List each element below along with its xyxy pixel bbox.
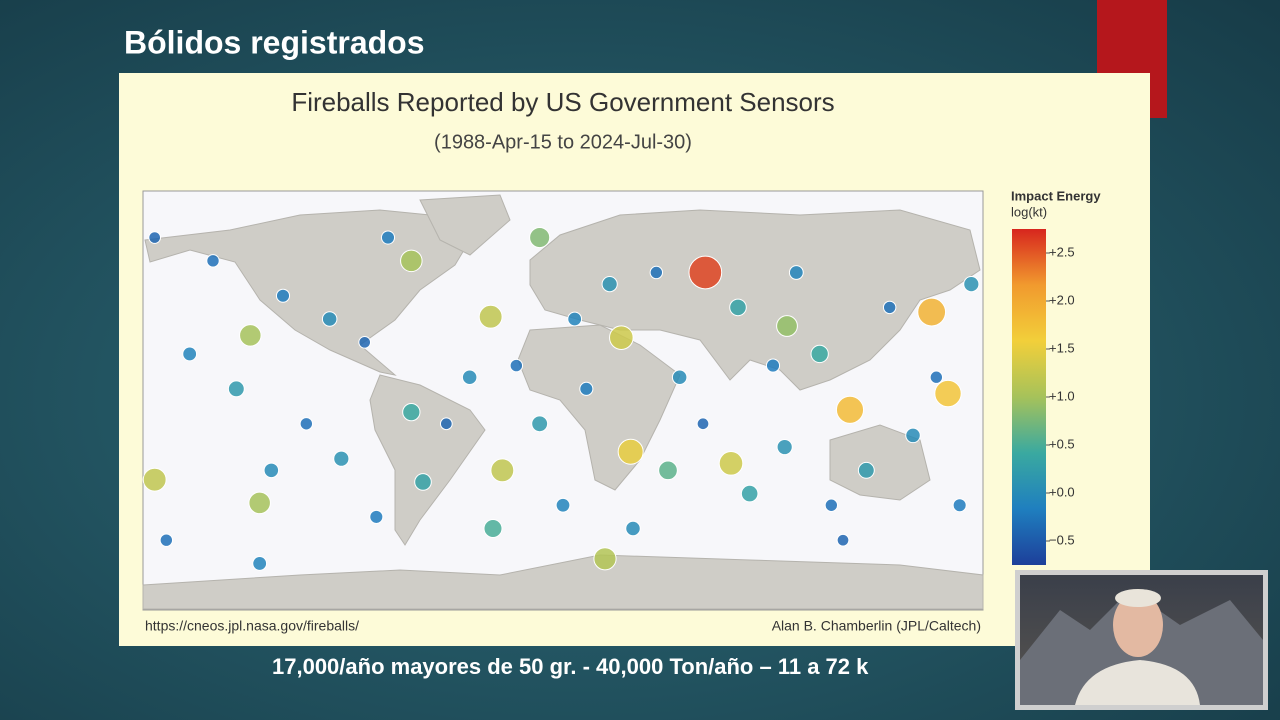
fireball <box>529 227 551 249</box>
land <box>142 194 984 610</box>
credit: Alan B. Chamberlin (JPL/Caltech) <box>772 618 981 634</box>
fireball <box>380 230 396 245</box>
fireball <box>952 498 967 513</box>
fireball <box>148 231 162 244</box>
slide-title: Bólidos registrados <box>124 24 425 60</box>
chart-title: Fireballs Reported by US Government Sens… <box>291 87 834 117</box>
colorbar-tick-label: +1.0 <box>1049 388 1075 403</box>
fireball <box>567 311 583 327</box>
fireball <box>729 298 747 317</box>
fireball <box>917 297 947 327</box>
fireball <box>206 254 220 268</box>
fireball <box>740 484 759 503</box>
fireball <box>358 335 372 349</box>
fireball <box>248 491 271 515</box>
colorbar-tick-label: −0.5 <box>1049 532 1075 547</box>
fireball <box>227 380 245 398</box>
fireball <box>658 460 678 481</box>
colorbar-subtitle: log(kt) <box>1011 204 1047 219</box>
fireball <box>275 288 291 303</box>
fireball <box>671 369 688 385</box>
fireball <box>593 547 617 571</box>
colorbar-tick-label: +0.0 <box>1049 484 1075 499</box>
fireball <box>490 458 515 483</box>
fireball <box>718 451 744 476</box>
fireball <box>882 300 897 315</box>
fireball <box>414 473 432 491</box>
fireball <box>263 462 280 479</box>
fireball <box>649 265 664 280</box>
webcam <box>1015 570 1268 710</box>
fireball <box>835 395 865 424</box>
fireball <box>182 346 198 362</box>
fireball <box>776 438 793 456</box>
fireball <box>142 467 167 492</box>
fireball <box>333 450 350 467</box>
fireball <box>369 509 384 524</box>
colorbar-tick-label: +2.0 <box>1049 292 1075 307</box>
fireball <box>509 358 524 373</box>
colorbar-title: Impact Energy <box>1011 188 1101 203</box>
fireball <box>400 249 423 273</box>
fireball <box>321 311 338 327</box>
fireball <box>929 370 944 384</box>
colorbar <box>1012 229 1046 565</box>
person-shirt <box>1075 660 1200 705</box>
fireball <box>696 417 710 431</box>
fireball <box>857 461 875 479</box>
fireballs <box>142 227 980 571</box>
fireball <box>625 520 641 537</box>
fireball <box>810 344 829 364</box>
colorbar-tick-label: +1.5 <box>1049 340 1075 355</box>
fireball <box>688 255 723 290</box>
source: https://cneos.jpl.nasa.gov/fireballs/ <box>145 618 359 634</box>
colorbar-tick-label: +0.5 <box>1049 436 1075 451</box>
caption: 17,000/año mayores de 50 gr. - 40,000 To… <box>272 654 869 679</box>
fireball <box>765 358 781 373</box>
chart-subtitle: (1988-Apr-15 to 2024-Jul-30) <box>434 131 692 153</box>
fireball <box>905 427 921 444</box>
colorbar-tick-label: +2.5 <box>1049 244 1075 259</box>
person-head <box>1113 593 1163 657</box>
fireball <box>239 324 262 347</box>
fireball <box>836 533 850 547</box>
fireball <box>788 265 804 280</box>
fireball <box>439 417 453 431</box>
fireball <box>483 519 503 539</box>
fireball <box>609 325 634 350</box>
fireball <box>252 556 268 571</box>
fireball <box>776 315 798 337</box>
person-hair <box>1115 589 1161 607</box>
fireball <box>579 381 594 396</box>
fireball <box>601 276 618 293</box>
fireball <box>531 415 549 433</box>
fireball <box>617 438 644 465</box>
fireball <box>824 498 839 512</box>
fireball <box>299 417 314 431</box>
fireball <box>159 533 174 547</box>
fireball <box>478 304 503 329</box>
fireball <box>934 379 962 408</box>
fireball <box>555 497 571 513</box>
fireball <box>402 402 421 422</box>
fireball <box>461 369 478 385</box>
fireball <box>963 276 980 293</box>
